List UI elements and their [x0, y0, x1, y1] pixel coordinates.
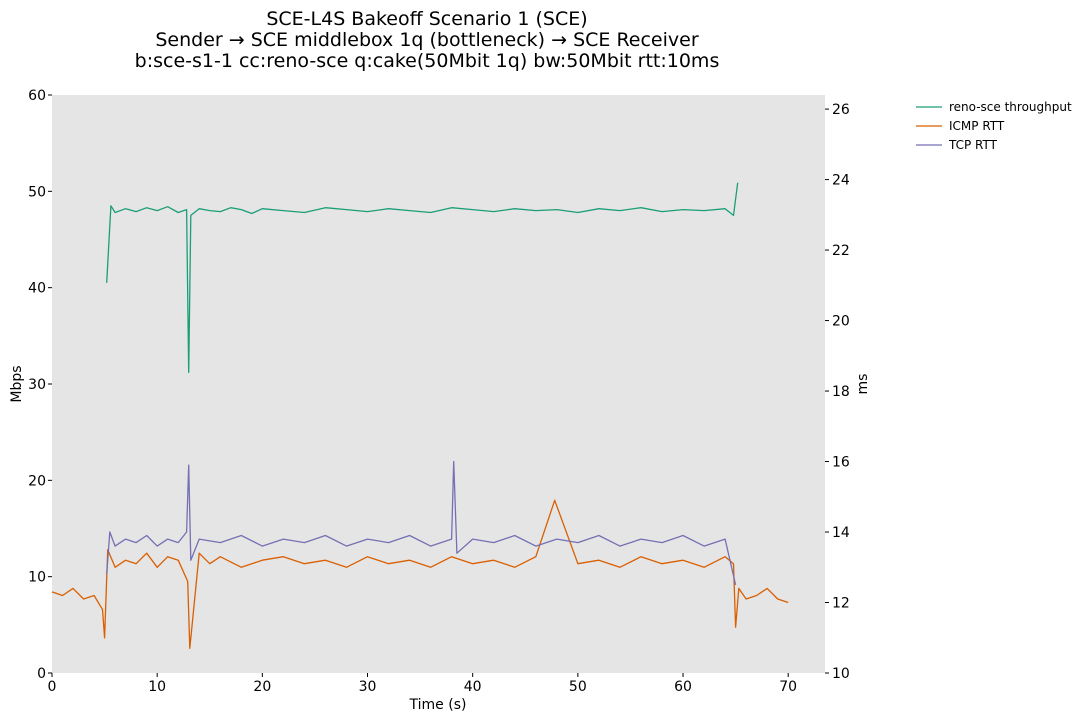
chart-title-line: b:sce-s1-1 cc:reno-sce q:cake(50Mbit 1q)… — [135, 50, 720, 72]
x-axis-ticks: 0 10 20 30 40 50 60 70 — [48, 673, 797, 695]
chart-title: SCE-L4S Bakeoff Scenario 1 (SCE)Sender →… — [135, 8, 720, 72]
legend-item: ICMP RTT — [916, 119, 1005, 133]
y-tick-label-left: 50 — [28, 184, 46, 200]
right-axis-ticks: 10 12 14 16 18 20 22 24 26 — [825, 102, 850, 682]
legend: reno-sce throughput ICMP RTT TCP RTT — [916, 100, 1072, 152]
left-axis-ticks: 0 10 20 30 40 50 60 — [28, 88, 52, 682]
y-tick-label-right: 10 — [832, 666, 850, 682]
legend-label: TCP RTT — [948, 138, 998, 152]
chart-title-line: Sender → SCE middlebox 1q (bottleneck) →… — [155, 29, 698, 51]
y-tick-label-right: 12 — [832, 596, 850, 612]
y-tick-label-left: 30 — [28, 377, 46, 393]
y-tick-label-left: 10 — [28, 570, 46, 586]
y-tick-label-right: 24 — [832, 173, 850, 189]
x-tick-label: 0 — [48, 679, 57, 695]
series-line-icmp-rtt — [51, 499, 789, 649]
legend-label: reno-sce throughput — [949, 100, 1072, 114]
x-tick-label: 40 — [464, 679, 482, 695]
x-tick-label: 10 — [148, 679, 166, 695]
x-tick-label: 30 — [359, 679, 377, 695]
legend-label: ICMP RTT — [949, 119, 1005, 133]
legend-item: TCP RTT — [916, 138, 998, 152]
y-tick-label-right: 16 — [832, 455, 850, 471]
y-tick-label-left: 0 — [37, 666, 46, 682]
y-axis-label-left: Mbps — [9, 365, 25, 402]
chart-title-line: SCE-L4S Bakeoff Scenario 1 (SCE) — [266, 8, 587, 30]
y-tick-label-right: 14 — [832, 525, 850, 541]
x-tick-label: 50 — [569, 679, 587, 695]
y-tick-label-left: 60 — [28, 88, 46, 104]
y-tick-label-left: 20 — [28, 473, 46, 489]
series-line-reno-sce-throughput — [106, 182, 739, 374]
y-axis-label-right: ms — [855, 374, 871, 395]
x-axis-label: Time (s) — [409, 697, 467, 713]
y-tick-label-right: 20 — [832, 314, 850, 330]
series-lines — [51, 182, 789, 649]
y-tick-label-right: 26 — [832, 102, 850, 118]
y-tick-label-right: 22 — [832, 243, 850, 259]
x-tick-label: 20 — [253, 679, 271, 695]
x-tick-label: 60 — [674, 679, 692, 695]
series-line-tcp-rtt — [106, 460, 737, 586]
plot-area — [52, 95, 825, 673]
legend-item: reno-sce throughput — [916, 100, 1072, 114]
y-tick-label-left: 40 — [28, 281, 46, 297]
x-tick-label: 70 — [779, 679, 797, 695]
y-tick-label-right: 18 — [832, 384, 850, 400]
